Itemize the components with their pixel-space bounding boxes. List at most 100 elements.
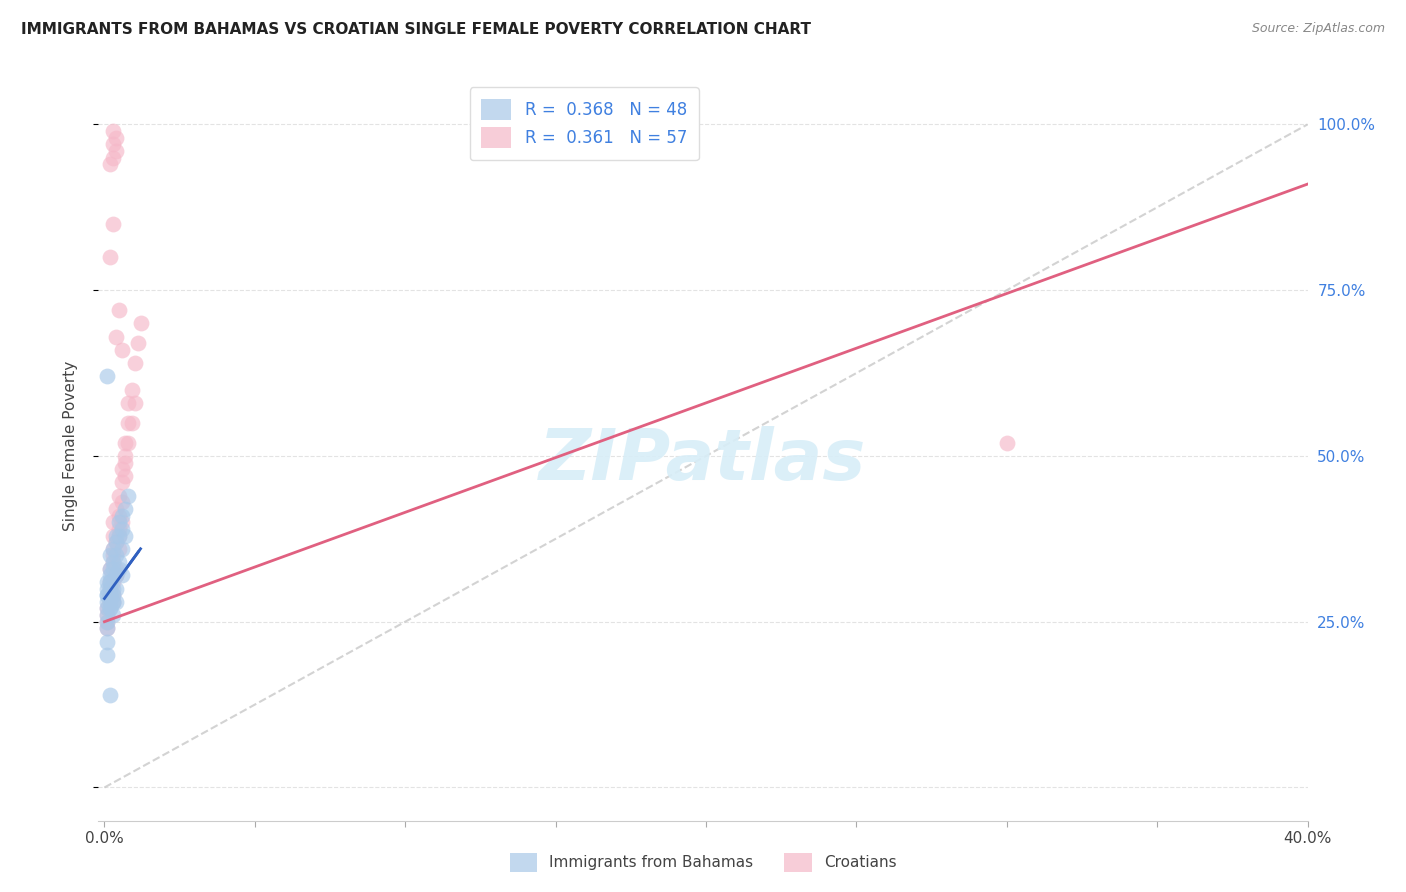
Legend: Immigrants from Bahamas, Croatians: Immigrants from Bahamas, Croatians (502, 845, 904, 880)
Point (108, 541, 131, 556)
Point (108, 555, 131, 569)
Point (100, 588, 122, 602)
Point (105, 535, 128, 549)
Point (103, 541, 125, 556)
Point (108, 522, 131, 536)
Point (103, 588, 125, 602)
Point (103, 541, 125, 556)
Point (114, 449, 136, 463)
Point (100, 688, 122, 702)
Point (111, 495, 134, 509)
Point (117, 416, 139, 430)
Point (100, 582, 122, 596)
Point (108, 303, 131, 318)
Point (105, 535, 128, 549)
Point (105, 528, 128, 542)
Point (108, 528, 131, 542)
Point (100, 601, 122, 615)
Text: ZIPatlas: ZIPatlas (540, 426, 866, 495)
Point (96, 574, 118, 589)
Point (995, 435, 1018, 450)
Point (96, 369, 118, 384)
Point (105, 582, 128, 596)
Point (114, 468, 136, 483)
Point (103, 528, 125, 542)
Point (108, 528, 131, 542)
Point (114, 528, 136, 542)
Point (103, 595, 125, 609)
Point (100, 588, 122, 602)
Point (111, 462, 134, 476)
Point (111, 508, 134, 523)
Point (103, 555, 125, 569)
Point (96, 601, 118, 615)
Point (103, 217, 125, 231)
Point (103, 515, 125, 529)
Point (117, 396, 139, 410)
Point (100, 549, 122, 563)
Point (100, 157, 122, 171)
Point (100, 250, 122, 264)
Point (127, 336, 149, 351)
Point (105, 130, 128, 145)
Point (111, 522, 134, 536)
Point (103, 124, 125, 138)
Point (105, 568, 128, 582)
Point (105, 568, 128, 582)
Point (108, 508, 131, 523)
Point (108, 562, 131, 576)
Point (114, 502, 136, 516)
Point (100, 568, 122, 582)
Point (96, 582, 118, 596)
Point (96, 634, 118, 648)
Point (117, 489, 139, 503)
Point (100, 601, 122, 615)
Point (96, 588, 118, 602)
Point (103, 582, 125, 596)
Point (103, 595, 125, 609)
Point (100, 588, 122, 602)
Point (103, 137, 125, 152)
Point (100, 562, 122, 576)
Point (105, 549, 128, 563)
Point (124, 396, 146, 410)
Point (111, 541, 134, 556)
Point (103, 151, 125, 165)
Point (96, 595, 118, 609)
Point (103, 595, 125, 609)
Point (121, 416, 143, 430)
Point (114, 435, 136, 450)
Point (105, 595, 128, 609)
Point (100, 595, 122, 609)
Point (105, 502, 128, 516)
Point (103, 608, 125, 623)
Point (105, 329, 128, 343)
Point (129, 316, 152, 330)
Point (111, 515, 134, 529)
Point (108, 489, 131, 503)
Point (96, 601, 118, 615)
Text: Source: ZipAtlas.com: Source: ZipAtlas.com (1251, 22, 1385, 36)
Point (103, 555, 125, 569)
Point (105, 568, 128, 582)
Point (111, 568, 134, 582)
Point (96, 615, 118, 629)
Point (96, 648, 118, 662)
Point (96, 615, 118, 629)
Point (96, 588, 118, 602)
Point (117, 435, 139, 450)
Point (96, 621, 118, 635)
Point (100, 562, 122, 576)
Point (121, 383, 143, 397)
Point (114, 456, 136, 470)
Point (103, 574, 125, 589)
Point (100, 574, 122, 589)
Point (100, 574, 122, 589)
Legend: R =  0.368   N = 48, R =  0.361   N = 57: R = 0.368 N = 48, R = 0.361 N = 57 (470, 87, 699, 160)
Text: IMMIGRANTS FROM BAHAMAS VS CROATIAN SINGLE FEMALE POVERTY CORRELATION CHART: IMMIGRANTS FROM BAHAMAS VS CROATIAN SING… (21, 22, 811, 37)
Point (96, 608, 118, 623)
Point (111, 475, 134, 490)
Point (103, 588, 125, 602)
Y-axis label: Single Female Poverty: Single Female Poverty (63, 361, 77, 531)
Point (96, 621, 118, 635)
